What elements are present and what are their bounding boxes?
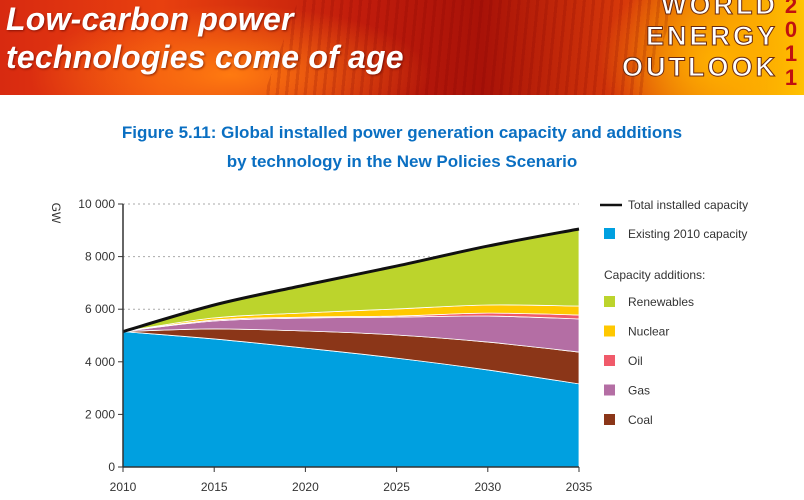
banner-title-line1: Low-carbon power bbox=[6, 1, 294, 37]
y-axis-ticks: 0 2 000 4 000 6 000 8 000 10 000 bbox=[78, 197, 123, 474]
total-installed-capacity-line bbox=[122, 227, 580, 333]
y-tick-label: 10 000 bbox=[78, 197, 115, 211]
weo-logo-line3: OUTLOOK bbox=[622, 52, 778, 83]
x-tick-label: 2020 bbox=[292, 480, 319, 494]
year-digit: 1 bbox=[784, 65, 798, 90]
figure-title-line2: by technology in the New Policies Scenar… bbox=[226, 152, 578, 171]
legend-label-nuclear: Nuclear bbox=[628, 325, 669, 339]
x-axis-ticks: 2010 2015 2020 2025 2030 2035 bbox=[110, 467, 593, 494]
legend-swatch-gas bbox=[604, 384, 615, 396]
legend-label-oil: Oil bbox=[628, 354, 643, 368]
banner: Low-carbon power technologies come of ag… bbox=[0, 0, 804, 95]
x-tick-label: 2030 bbox=[474, 480, 501, 494]
legend-swatch-coal bbox=[604, 414, 615, 425]
legend-swatch-existing bbox=[604, 228, 615, 239]
legend-swatch-renewables bbox=[604, 296, 615, 307]
figure-title-line1: Figure 5.11: Global installed power gene… bbox=[121, 123, 683, 142]
legend-swatch-nuclear bbox=[604, 325, 615, 337]
weo-logo: WORLD ENERGY OUTLOOK bbox=[622, 0, 778, 83]
figure-title: Figure 5.11: Global installed power gene… bbox=[0, 118, 804, 176]
y-tick-label: 0 bbox=[108, 460, 115, 474]
legend-swatch-oil bbox=[604, 355, 615, 366]
y-axis-label: GW bbox=[49, 203, 63, 224]
y-tick-label: 8 000 bbox=[85, 250, 115, 264]
x-tick-label: 2035 bbox=[566, 480, 593, 494]
legend-label-existing: Existing 2010 capacity bbox=[628, 227, 747, 241]
x-tick-label: 2025 bbox=[383, 480, 410, 494]
year-digit: 0 bbox=[784, 17, 798, 42]
year-digit: 2 bbox=[784, 0, 798, 18]
y-tick-label: 4 000 bbox=[85, 355, 115, 369]
legend-label-coal: Coal bbox=[628, 413, 653, 427]
legend-additions-heading: Capacity additions: bbox=[604, 268, 705, 282]
legend: Total installed capacity Existing 2010 ca… bbox=[600, 198, 748, 427]
y-tick-label: 2 000 bbox=[85, 407, 115, 421]
year-digit: 1 bbox=[784, 41, 798, 66]
x-tick-label: 2015 bbox=[201, 480, 228, 494]
axes bbox=[122, 204, 579, 468]
banner-title: Low-carbon power technologies come of ag… bbox=[6, 0, 404, 76]
y-tick-label: 6 000 bbox=[85, 302, 115, 316]
legend-label-renewables: Renewables bbox=[628, 295, 694, 309]
stacked-areas bbox=[122, 227, 580, 468]
legend-label-total: Total installed capacity bbox=[628, 198, 748, 212]
weo-year: 2 0 1 1 bbox=[782, 0, 800, 90]
x-tick-label: 2010 bbox=[110, 480, 137, 494]
weo-logo-line1: WORLD bbox=[661, 0, 778, 21]
weo-logo-line2: ENERGY bbox=[645, 21, 778, 52]
banner-title-line2: technologies come of age bbox=[6, 39, 404, 75]
legend-label-gas: Gas bbox=[628, 384, 650, 398]
